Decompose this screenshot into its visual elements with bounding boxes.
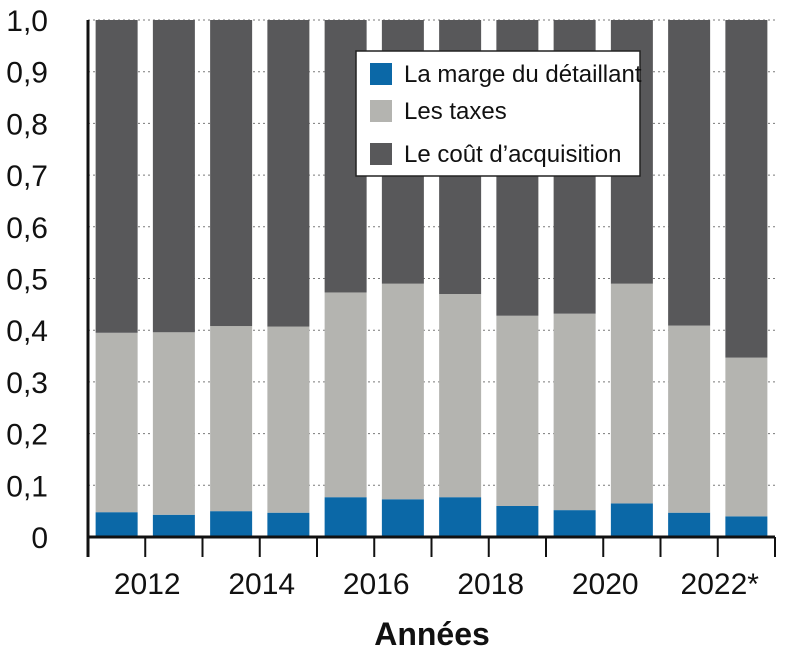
bar-segment-series-1 bbox=[668, 325, 711, 513]
x-tick-label: 2022* bbox=[681, 568, 760, 601]
bar-segment-series-1 bbox=[439, 294, 482, 498]
y-tick-label: 0,2 bbox=[6, 419, 48, 452]
bar-segment-series-2 bbox=[267, 20, 310, 327]
bar-segment-series-1 bbox=[610, 283, 653, 504]
bar-segment-series-0 bbox=[496, 505, 539, 537]
bar-segment-series-0 bbox=[610, 503, 653, 537]
bar-segment-series-0 bbox=[210, 511, 253, 537]
bar-segment-series-0 bbox=[439, 497, 482, 537]
bar-segment-series-2 bbox=[668, 20, 711, 326]
bar-segment-series-1 bbox=[210, 326, 253, 512]
y-tick-label: 0,9 bbox=[6, 57, 48, 90]
bar-segment-series-1 bbox=[496, 315, 539, 506]
x-tick-label: 2014 bbox=[228, 568, 295, 601]
x-tick-label: 2012 bbox=[114, 568, 181, 601]
bar-segment-series-0 bbox=[381, 499, 424, 537]
legend-label-series-1: Les taxes bbox=[404, 98, 507, 125]
y-tick-label: 0,1 bbox=[6, 470, 48, 503]
bar-segment-series-0 bbox=[725, 516, 768, 537]
legend-label-series-0: La marge du détaillant bbox=[404, 61, 642, 88]
y-tick-label: 0 bbox=[31, 522, 48, 555]
legend-label-series-2: Le coût d’acquisition bbox=[404, 141, 621, 168]
x-axis-title: Années bbox=[374, 616, 490, 652]
bar-segment-series-0 bbox=[95, 512, 138, 537]
y-tick-label: 0,8 bbox=[6, 108, 48, 141]
y-tick-label: 0,5 bbox=[6, 264, 48, 297]
bar-segment-series-1 bbox=[324, 292, 367, 498]
x-tick-label: 2018 bbox=[457, 568, 524, 601]
bar-segment-series-2 bbox=[725, 20, 768, 358]
x-tick-label: 2016 bbox=[343, 568, 410, 601]
y-tick-label: 1,0 bbox=[6, 5, 48, 38]
bar-segment-series-1 bbox=[267, 326, 310, 513]
legend-swatch-series-2 bbox=[370, 143, 392, 165]
y-tick-label: 0,3 bbox=[6, 367, 48, 400]
legend: La marge du détaillant Les taxes Le coût… bbox=[355, 50, 642, 177]
bar-segment-series-0 bbox=[668, 512, 711, 537]
bar-segment-series-1 bbox=[553, 313, 596, 511]
y-tick-label: 0,4 bbox=[6, 315, 48, 348]
bar-segment-series-0 bbox=[553, 510, 596, 537]
legend-swatch-series-0 bbox=[370, 63, 392, 85]
bar-segment-series-1 bbox=[95, 332, 138, 513]
x-tick-label: 2020 bbox=[572, 568, 639, 601]
axes: 0 0,1 0,2 0,3 0,4 0,5 0,6 0,7 0,8 0,9 1,0 2012 2014 2… bbox=[6, 5, 776, 601]
legend-swatch-series-1 bbox=[370, 100, 392, 122]
y-tick-label: 0,7 bbox=[6, 160, 48, 193]
bar-segment-series-0 bbox=[267, 512, 310, 537]
bar-segment-series-2 bbox=[210, 20, 253, 327]
legend-box bbox=[355, 50, 641, 177]
bar-segment-series-1 bbox=[725, 357, 768, 517]
bar-segment-series-2 bbox=[95, 20, 138, 333]
y-tick-label: 0,6 bbox=[6, 212, 48, 245]
bar-segment-series-2 bbox=[152, 20, 195, 333]
bar-segment-series-0 bbox=[324, 497, 367, 537]
bar-segment-series-0 bbox=[152, 514, 195, 537]
bar-segment-series-1 bbox=[152, 332, 195, 515]
bar-segment-series-1 bbox=[381, 283, 424, 500]
